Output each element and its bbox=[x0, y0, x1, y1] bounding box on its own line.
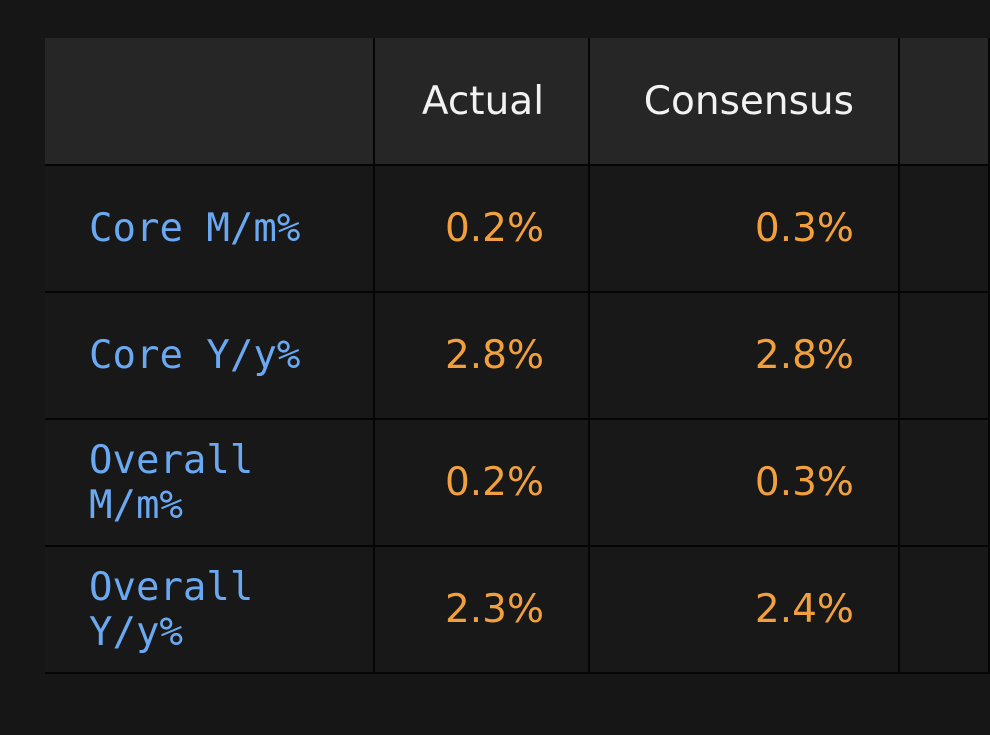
value-cell: 2.8% bbox=[588, 291, 900, 420]
header-cell bbox=[897, 38, 990, 166]
value-cell: 2.4% bbox=[588, 545, 900, 674]
header-cell: Consensus bbox=[588, 38, 900, 166]
value-cell: 0.3% bbox=[588, 164, 900, 293]
table-row: Core Y/y% 2.8% 2.8% bbox=[45, 291, 990, 420]
empty-cell bbox=[897, 291, 990, 420]
value-cell: 0.2% bbox=[372, 418, 591, 547]
header-row: Actual Consensus bbox=[45, 38, 990, 166]
table-row: Overall M/m% 0.2% 0.3% bbox=[45, 418, 990, 547]
value-cell: 0.2% bbox=[372, 164, 591, 293]
row-label: Overall Y/y% bbox=[45, 545, 375, 674]
empty-cell bbox=[897, 164, 990, 293]
row-label: Core Y/y% bbox=[45, 291, 375, 420]
row-label: Overall M/m% bbox=[45, 418, 375, 547]
header-cell bbox=[45, 38, 375, 166]
header-cell: Actual bbox=[372, 38, 591, 166]
empty-cell bbox=[897, 418, 990, 547]
empty-cell bbox=[897, 545, 990, 674]
table-row: Overall Y/y% 2.3% 2.4% bbox=[45, 545, 990, 674]
data-table: Actual Consensus Core M/m% 0.2% 0.3% Core Y… bbox=[45, 38, 990, 674]
table-row: Core M/m% 0.2% 0.3% bbox=[45, 164, 990, 293]
value-cell: 2.3% bbox=[372, 545, 591, 674]
row-label: Core M/m% bbox=[45, 164, 375, 293]
value-cell: 0.3% bbox=[588, 418, 900, 547]
value-cell: 2.8% bbox=[372, 291, 591, 420]
